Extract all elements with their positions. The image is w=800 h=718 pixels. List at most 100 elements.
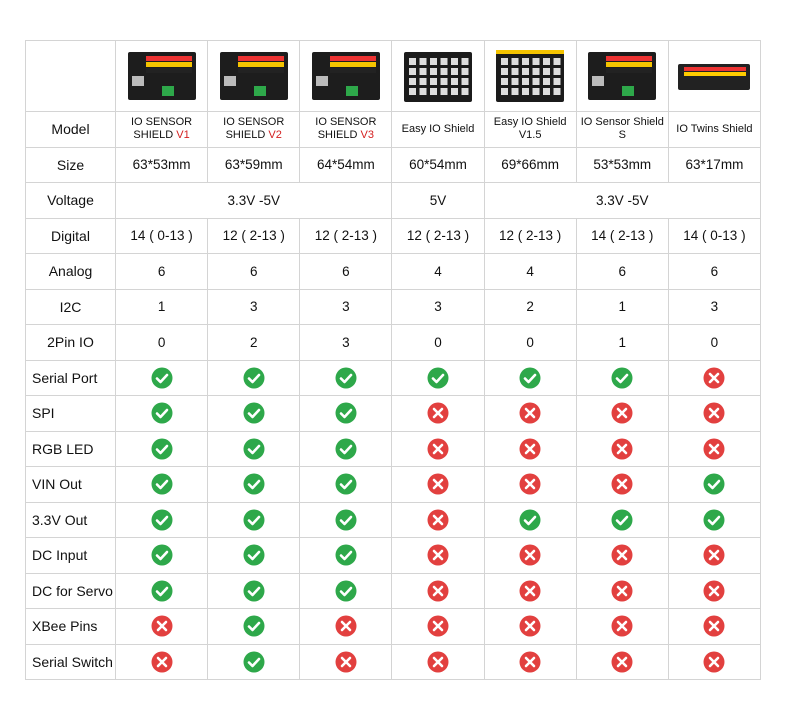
socket	[461, 68, 469, 75]
check	[155, 586, 168, 597]
icon-circle	[427, 367, 449, 389]
cross	[616, 585, 628, 597]
icon-circle	[519, 509, 541, 531]
connector	[131, 76, 144, 86]
icon-cell	[299, 537, 393, 574]
icon-cell	[207, 608, 301, 645]
cell: 12 ( 2-13 )	[483, 217, 577, 254]
corner-cell	[25, 40, 116, 112]
terminal	[253, 86, 266, 96]
icon-circle	[243, 615, 265, 637]
icon-cell	[207, 501, 301, 538]
check	[615, 515, 629, 526]
model-version: V3	[360, 129, 374, 142]
icon-circle	[611, 367, 633, 389]
cross	[524, 656, 536, 668]
check	[339, 373, 353, 384]
check	[247, 479, 261, 490]
cell: 12 ( 2-13 )	[299, 217, 393, 254]
cross	[156, 620, 167, 632]
socket	[419, 78, 427, 85]
pins	[329, 68, 376, 73]
cross	[709, 549, 720, 561]
feature-row: DC Input	[25, 537, 762, 574]
icon-cell	[114, 466, 209, 503]
icon-cell	[575, 608, 669, 645]
spec-row: 2Pin IO 0 2 3 0 0 1 0	[25, 324, 762, 361]
model-cell: IO Sensor Shield S	[575, 111, 669, 148]
icon-circle	[151, 580, 173, 602]
icon-circle	[703, 509, 725, 531]
check-icon	[335, 473, 357, 495]
image-cell	[575, 40, 669, 112]
icon-circle	[243, 580, 265, 602]
socket	[553, 68, 561, 75]
model-name: Easy IO Shield	[401, 122, 475, 135]
cross	[524, 549, 536, 561]
feature-row: 3.3V Out	[25, 501, 762, 538]
check-icon	[611, 509, 633, 531]
icon-circle	[335, 473, 357, 495]
cell: 64*54mm	[299, 146, 393, 183]
check	[247, 657, 261, 668]
row-label: Analog	[25, 253, 116, 290]
cell: 0	[483, 324, 577, 361]
socket	[450, 68, 458, 75]
cross	[432, 514, 444, 526]
cross	[616, 549, 628, 561]
pins	[684, 77, 747, 81]
icon-cell	[667, 395, 762, 432]
socket	[522, 78, 530, 85]
row-label: I2C	[25, 288, 116, 325]
image-cell	[391, 40, 485, 112]
icon-circle	[151, 544, 173, 566]
comparison-table: Model IO SENSOR SHIELD V1 IO SENSOR SHIELD…	[25, 40, 762, 680]
check-icon	[151, 580, 173, 602]
cell: 53*53mm	[575, 146, 669, 183]
cross	[524, 620, 536, 632]
cell: 2	[207, 324, 301, 361]
cross	[340, 620, 352, 632]
cell: 63*59mm	[207, 146, 301, 183]
feature-row: Serial Switch	[25, 643, 762, 680]
cross-icon	[703, 402, 725, 424]
cross-icon	[151, 615, 173, 637]
socket	[501, 68, 509, 75]
pins	[329, 56, 376, 61]
check	[247, 515, 261, 526]
cell: 3	[667, 288, 762, 325]
icon-cell	[667, 537, 762, 574]
row-label: 2Pin IO	[25, 324, 116, 361]
check	[155, 550, 168, 561]
icon-cell	[667, 466, 762, 503]
icon-cell	[667, 430, 762, 467]
pins	[606, 56, 653, 61]
icon-circle	[611, 509, 633, 531]
icon-circle	[151, 367, 173, 389]
icon-circle	[335, 580, 357, 602]
check	[155, 479, 168, 490]
model-cell: IO SENSOR SHIELD V2	[207, 111, 301, 148]
cross-icon	[519, 438, 541, 460]
check-icon	[151, 544, 173, 566]
cross-icon	[519, 580, 541, 602]
pins	[606, 68, 653, 73]
cell: 14 ( 0-13 )	[114, 217, 209, 254]
icon-circle	[335, 544, 357, 566]
check-icon	[243, 473, 265, 495]
socket	[429, 78, 437, 85]
cross-icon	[703, 544, 725, 566]
pins	[606, 62, 653, 67]
cross	[616, 656, 628, 668]
check-icon	[335, 438, 357, 460]
socket	[450, 88, 458, 95]
cross-icon	[611, 580, 633, 602]
socket	[440, 78, 448, 85]
icon-cell	[667, 572, 762, 609]
check	[247, 408, 261, 419]
pins	[684, 67, 747, 71]
spec-row: I2C 1 3 3 3 2 1 3	[25, 288, 762, 325]
cell: 60*54mm	[391, 146, 485, 183]
row-label: Serial Switch	[25, 643, 116, 680]
cross-icon	[703, 438, 725, 460]
